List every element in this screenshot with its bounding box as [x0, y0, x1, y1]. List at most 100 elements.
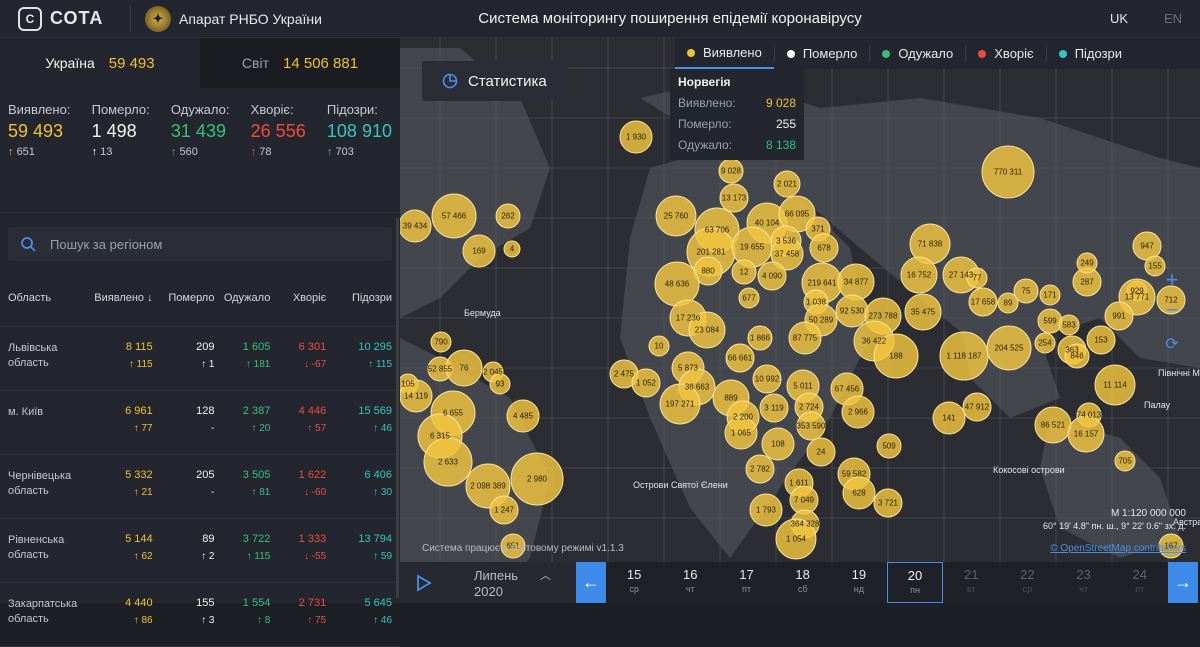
org-link[interactable]: ✦ Апарат РНБО України — [131, 5, 461, 32]
map-bubble[interactable] — [655, 195, 697, 237]
map-bubble[interactable] — [489, 373, 511, 395]
zoom-out-button[interactable]: − — [1165, 297, 1179, 322]
table-row[interactable]: Чернівецька область 5 332 ↑ 21 205- 3 505 ↑ 8… — [0, 455, 400, 519]
map-bubble[interactable] — [1144, 255, 1166, 277]
map-bubble[interactable] — [932, 401, 966, 435]
day-18[interactable]: 18 сб — [775, 562, 831, 603]
col-sick-header[interactable]: Хворіє — [292, 291, 327, 304]
map-bubble[interactable] — [738, 287, 760, 309]
month-selector[interactable]: Липень 2020 ︿ — [448, 562, 576, 603]
sidebar-scrollbar[interactable] — [396, 218, 399, 598]
map-bubble[interactable] — [495, 203, 521, 229]
col-detected-header[interactable]: Виявлено ↓ — [94, 291, 153, 304]
map-bubble[interactable] — [1086, 325, 1116, 355]
map-bubble[interactable] — [500, 533, 526, 559]
map-bubble[interactable] — [775, 518, 817, 560]
map-bubble[interactable] — [489, 495, 519, 525]
map-bubble[interactable] — [659, 383, 701, 425]
map-bubble[interactable] — [510, 452, 564, 506]
play-button[interactable] — [400, 562, 448, 603]
lang-en-button[interactable]: EN — [1163, 11, 1183, 26]
map-bubble[interactable] — [1013, 278, 1039, 304]
prev-day-button[interactable]: ← — [576, 562, 606, 603]
region-search[interactable] — [8, 227, 392, 261]
sota-logo[interactable]: C СОТА — [0, 6, 130, 31]
map-bubble[interactable] — [506, 399, 540, 433]
reset-view-icon[interactable]: ⟳ — [1165, 336, 1179, 353]
world-map[interactable]: 1 930 770 311 9 028 13 173 2 021 25 760 57 466… — [400, 38, 1200, 603]
day-24[interactable]: 24 пт — [1112, 562, 1168, 603]
map-bubble[interactable] — [431, 193, 477, 239]
map-bubble[interactable] — [745, 454, 775, 484]
map-bubble[interactable] — [719, 183, 749, 213]
map-bubble[interactable] — [648, 335, 670, 357]
map-bubble[interactable] — [773, 170, 801, 198]
map-bubble[interactable] — [900, 256, 938, 294]
map-bubble[interactable] — [619, 120, 653, 154]
legend-item[interactable]: Виявлено — [675, 38, 774, 69]
day-16[interactable]: 16 чт — [662, 562, 718, 603]
map-bubble[interactable] — [1158, 533, 1184, 559]
map-bubble[interactable] — [725, 343, 755, 373]
map-bubble[interactable] — [631, 368, 661, 398]
map-bubble[interactable] — [757, 261, 787, 291]
table-row[interactable]: Закарпатська область 4 440 ↑ 86 155 ↑ 3 1 554… — [0, 583, 400, 647]
map-bubble[interactable] — [462, 234, 496, 268]
map-bubble[interactable] — [445, 349, 483, 387]
col-recovered-header[interactable]: Одужало — [223, 291, 271, 304]
map-bubble[interactable] — [997, 292, 1019, 314]
map-bubble[interactable] — [873, 333, 919, 379]
map-bubble[interactable] — [842, 476, 876, 510]
table-row[interactable]: Львівська область 8 115 ↑ 115 209 ↑ 1 1 605 ↑ … — [0, 327, 400, 391]
day-22[interactable]: 22 ср — [999, 562, 1055, 603]
col-died-header[interactable]: Померло — [168, 291, 215, 304]
map-bubble[interactable] — [724, 416, 758, 450]
map-canvas[interactable] — [400, 38, 1200, 603]
map-bubble[interactable] — [962, 392, 992, 422]
map-bubble[interactable] — [759, 393, 789, 423]
lang-uk-button[interactable]: UK — [1109, 11, 1129, 26]
map-bubble[interactable] — [1039, 284, 1061, 306]
map-bubble[interactable] — [1034, 332, 1056, 354]
day-17[interactable]: 17 пт — [718, 562, 774, 603]
map-bubble[interactable] — [788, 321, 822, 355]
day-21[interactable]: 21 вт — [943, 562, 999, 603]
map-bubble[interactable] — [761, 427, 795, 461]
map-bubble[interactable] — [688, 311, 726, 349]
map-bubble[interactable] — [770, 237, 804, 271]
col-suspected-header[interactable]: Підозри — [351, 291, 393, 304]
map-bubble[interactable] — [986, 325, 1032, 371]
map-bubble[interactable] — [1094, 364, 1136, 406]
table-row[interactable]: м. Київ 6 961 ↑ 77 128- 2 387 ↑ 20 4 446 ↑ 57 15… — [0, 391, 400, 455]
map-bubble[interactable] — [876, 433, 902, 459]
map-bubble[interactable] — [400, 209, 432, 243]
map-bubble[interactable] — [981, 145, 1035, 199]
tab-ukraine[interactable]: Україна 59 493 — [0, 38, 200, 88]
day-19[interactable]: 19 нд — [831, 562, 887, 603]
osm-credit-link[interactable]: © OpenStreetMap contributors — [1050, 543, 1186, 554]
zoom-in-button[interactable]: + — [1165, 267, 1179, 292]
map-bubble[interactable] — [1156, 285, 1186, 315]
map-bubble[interactable] — [1076, 252, 1098, 274]
map-bubble[interactable] — [1114, 450, 1136, 472]
map-bubble[interactable] — [966, 267, 988, 289]
map-bubble[interactable] — [400, 379, 433, 413]
map-bubble[interactable] — [1058, 314, 1080, 336]
map-bubble[interactable] — [423, 437, 473, 487]
legend-item[interactable]: Підозри — [1047, 38, 1134, 69]
legend-item[interactable]: Одужало — [870, 38, 965, 69]
map-bubble[interactable] — [968, 287, 998, 317]
next-day-button[interactable]: → — [1168, 562, 1198, 603]
day-20[interactable]: 20 пн — [886, 562, 944, 603]
map-bubble[interactable] — [796, 411, 826, 441]
map-bubble[interactable] — [731, 259, 757, 285]
legend-item[interactable]: Померло — [775, 38, 870, 69]
map-bubble[interactable] — [749, 493, 783, 527]
map-bubble[interactable] — [873, 488, 903, 518]
statistics-button[interactable]: Статистика — [422, 61, 568, 101]
day-23[interactable]: 23 чт — [1056, 562, 1112, 603]
map-bubble[interactable] — [430, 331, 452, 353]
day-15[interactable]: 15 ср — [606, 562, 662, 603]
legend-item[interactable]: Хворіє — [966, 38, 1045, 69]
map-bubble[interactable] — [747, 325, 773, 351]
